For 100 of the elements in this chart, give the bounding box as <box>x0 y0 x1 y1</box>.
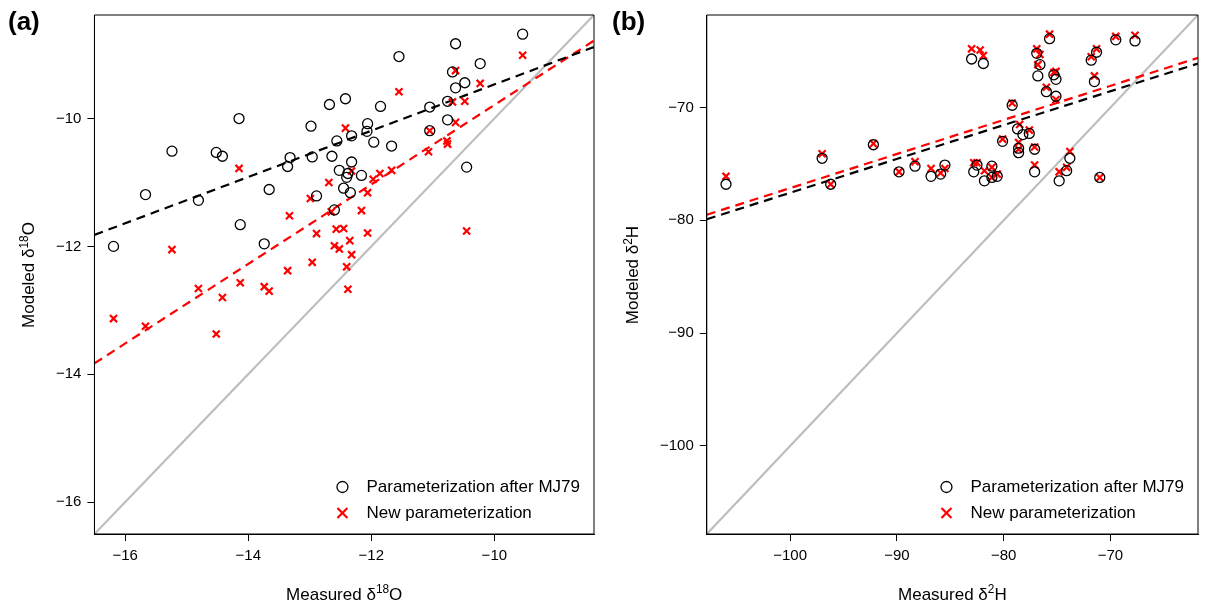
point <box>166 145 178 157</box>
y-tick-label: −100 <box>659 436 694 454</box>
point <box>447 97 458 107</box>
point <box>342 262 352 272</box>
y-tick-label: −90 <box>668 323 694 341</box>
x-axis-title: Measured δ$^{2}$H <box>898 582 1007 605</box>
point <box>910 157 920 167</box>
point <box>1040 86 1053 98</box>
point <box>362 188 373 198</box>
point <box>323 98 336 111</box>
point <box>310 190 323 202</box>
point <box>233 112 245 125</box>
point <box>306 151 318 163</box>
point <box>446 66 459 78</box>
point <box>281 160 294 173</box>
y-tick-label: −70 <box>668 97 694 115</box>
x-tick-label: −16 <box>112 546 138 564</box>
point <box>1029 160 1040 170</box>
point <box>234 219 246 231</box>
point <box>978 175 991 187</box>
point <box>311 228 322 239</box>
point <box>1090 46 1103 58</box>
point <box>1130 30 1140 40</box>
point <box>939 159 951 171</box>
point <box>996 135 1009 148</box>
point <box>305 120 317 132</box>
x-tick-label: −14 <box>235 546 261 564</box>
point <box>965 53 978 65</box>
point <box>234 163 244 174</box>
x-tick-label: −90 <box>884 546 910 564</box>
point <box>346 250 357 260</box>
point <box>1085 54 1097 66</box>
y-tick-label: −12 <box>55 236 82 254</box>
point <box>263 183 275 196</box>
point <box>1023 127 1035 140</box>
point <box>1062 162 1072 172</box>
point <box>518 50 528 60</box>
point <box>326 150 338 162</box>
point <box>450 65 461 76</box>
point <box>816 152 828 164</box>
point <box>362 228 373 238</box>
point <box>1050 90 1062 102</box>
point <box>977 57 990 70</box>
point <box>1061 165 1073 177</box>
point <box>1032 70 1044 82</box>
legend-label: Parameterization after MJ79 <box>970 476 1185 496</box>
point <box>368 136 380 148</box>
point <box>394 87 404 97</box>
point <box>1024 125 1034 135</box>
point <box>167 244 177 255</box>
point <box>345 156 358 168</box>
point <box>139 188 152 201</box>
point <box>424 101 436 113</box>
point <box>385 140 398 152</box>
point <box>940 163 950 174</box>
point <box>211 329 221 339</box>
point <box>1015 119 1025 130</box>
point <box>909 160 921 172</box>
y-tick-label: −14 <box>55 364 82 382</box>
point <box>1111 31 1121 42</box>
point <box>331 224 341 234</box>
point <box>1041 82 1051 92</box>
point <box>210 146 222 159</box>
point <box>284 151 296 164</box>
chart-title: (b) <box>612 6 646 37</box>
point <box>925 170 937 182</box>
point <box>450 117 461 128</box>
point <box>284 211 295 221</box>
point <box>345 130 358 142</box>
point <box>474 57 486 70</box>
point <box>356 205 367 216</box>
point <box>386 165 397 175</box>
point <box>516 28 529 40</box>
legend-label: New parameterization <box>970 502 1136 522</box>
point <box>1088 75 1101 88</box>
point <box>441 95 454 107</box>
x-tick-label: −10 <box>481 546 508 564</box>
point <box>1011 123 1024 135</box>
x-tick-label: −12 <box>358 546 385 564</box>
point <box>1050 73 1062 85</box>
point <box>216 150 229 162</box>
point <box>259 282 269 292</box>
point <box>1044 29 1055 39</box>
point <box>346 166 357 176</box>
point <box>192 194 205 207</box>
point <box>368 174 378 184</box>
legend-label: Parameterization after MJ79 <box>366 476 581 496</box>
point <box>460 96 470 106</box>
point <box>721 171 731 181</box>
point <box>342 167 354 180</box>
point <box>329 241 340 251</box>
point <box>441 114 454 126</box>
point <box>217 292 228 303</box>
point <box>966 44 977 54</box>
y-tick-label: −80 <box>668 210 694 228</box>
point <box>1064 152 1076 164</box>
point <box>393 50 405 63</box>
point <box>258 238 270 250</box>
point <box>140 321 151 331</box>
point <box>1089 71 1100 81</box>
